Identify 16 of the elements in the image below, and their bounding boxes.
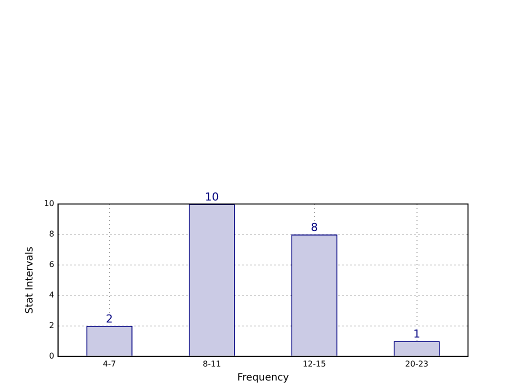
x-tick-label: 4-7 [102, 359, 116, 368]
y-tick-label: 6 [49, 260, 54, 270]
y-axis-title: Stat Intervals [24, 246, 36, 314]
data-label: 8 [310, 220, 318, 234]
data-label: 2 [106, 312, 113, 326]
y-tick-label: 10 [44, 199, 54, 208]
x-tick-label: 20-23 [405, 359, 428, 368]
y-tick-label: 4 [49, 290, 54, 300]
y-tick-label: 8 [49, 230, 54, 239]
x-axis-title: Frequency [237, 372, 289, 384]
data-label: 1 [413, 328, 420, 341]
data-label: 10 [204, 190, 219, 204]
x-tick-label: 8-11 [202, 359, 221, 368]
y-tick-label: 0 [49, 351, 54, 360]
y-tick-label: 2 [49, 321, 54, 330]
x-tick-label: 12-15 [302, 359, 326, 368]
